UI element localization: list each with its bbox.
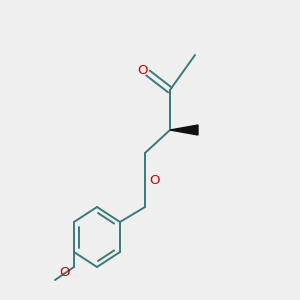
Text: O: O xyxy=(138,64,148,76)
Text: O: O xyxy=(150,173,160,187)
Polygon shape xyxy=(170,125,198,135)
Text: O: O xyxy=(59,266,69,278)
